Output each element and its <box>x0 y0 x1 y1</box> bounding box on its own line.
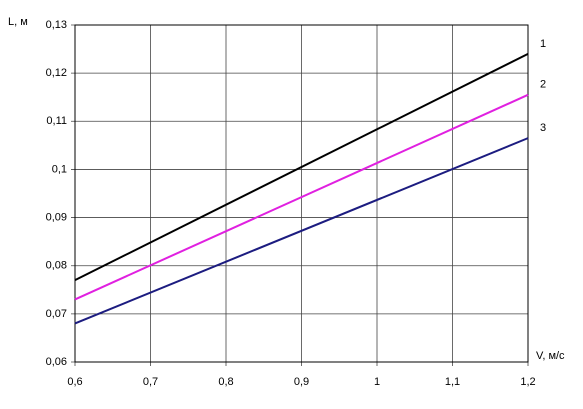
x-tick-label: 0,6 <box>67 376 82 388</box>
line <box>74 52 529 282</box>
y-axis-label: L, м <box>8 16 28 28</box>
y-tick-label: 0,08 <box>46 260 67 272</box>
y-tick-label: 0,12 <box>46 67 67 79</box>
plot-frame <box>74 24 529 363</box>
series-label: 1 <box>540 38 546 50</box>
x-tick-label: 1,1 <box>445 376 460 388</box>
x-axis-label: V, м/с <box>536 350 565 362</box>
y-tick-label: 0,09 <box>46 211 67 223</box>
x-tick-label: 0,8 <box>218 376 233 388</box>
x-tick-label: 1,2 <box>520 376 535 388</box>
line <box>74 93 529 301</box>
y-tick-label: 0,07 <box>46 308 67 320</box>
x-tick-label: 0,7 <box>143 376 158 388</box>
y-tick-label: 0,11 <box>46 115 67 127</box>
y-tick-label: 0,13 <box>46 19 67 31</box>
x-tick-label: 1 <box>374 376 380 388</box>
x-tick-label: 0,9 <box>294 376 309 388</box>
y-tick-label: 0,06 <box>46 356 67 368</box>
series-label: 3 <box>540 122 546 134</box>
line <box>74 137 529 325</box>
y-tick-label: 0,1 <box>52 163 67 175</box>
series-label: 2 <box>540 79 546 91</box>
